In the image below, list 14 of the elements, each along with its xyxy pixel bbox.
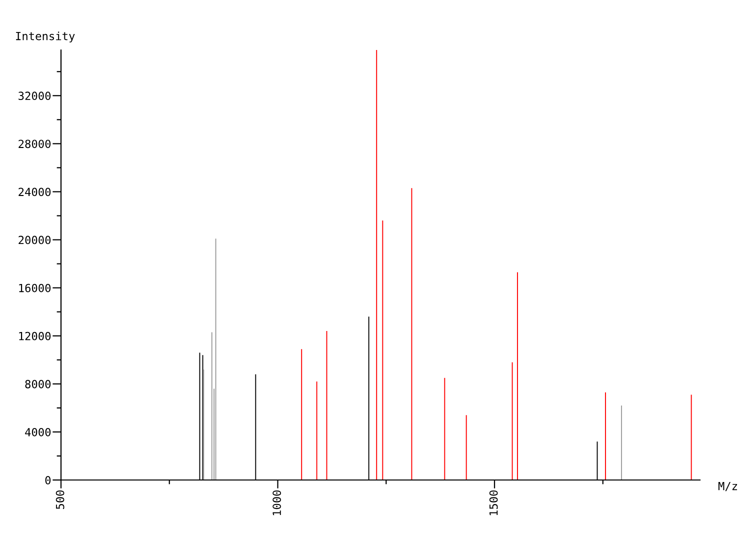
y-tick-label: 4000 <box>25 428 51 436</box>
y-tick-label: 28000 <box>18 140 51 148</box>
y-tick-label: 0 <box>45 476 51 484</box>
x-tick-label: 1500 <box>489 490 498 516</box>
x-axis-title: M/z <box>718 482 738 492</box>
y-tick-label: 12000 <box>19 332 51 340</box>
x-tick-label: 1000 <box>272 490 282 516</box>
x-tick-label: 500 <box>56 490 64 510</box>
y-tick-label: 8000 <box>25 380 51 388</box>
y-tick-label: 32000 <box>18 92 51 100</box>
y-tick-label: 16000 <box>19 284 51 292</box>
y-tick-label: 24000 <box>18 188 51 196</box>
y-axis-title: Intensity <box>16 32 75 42</box>
y-tick-label: 20000 <box>18 236 51 244</box>
